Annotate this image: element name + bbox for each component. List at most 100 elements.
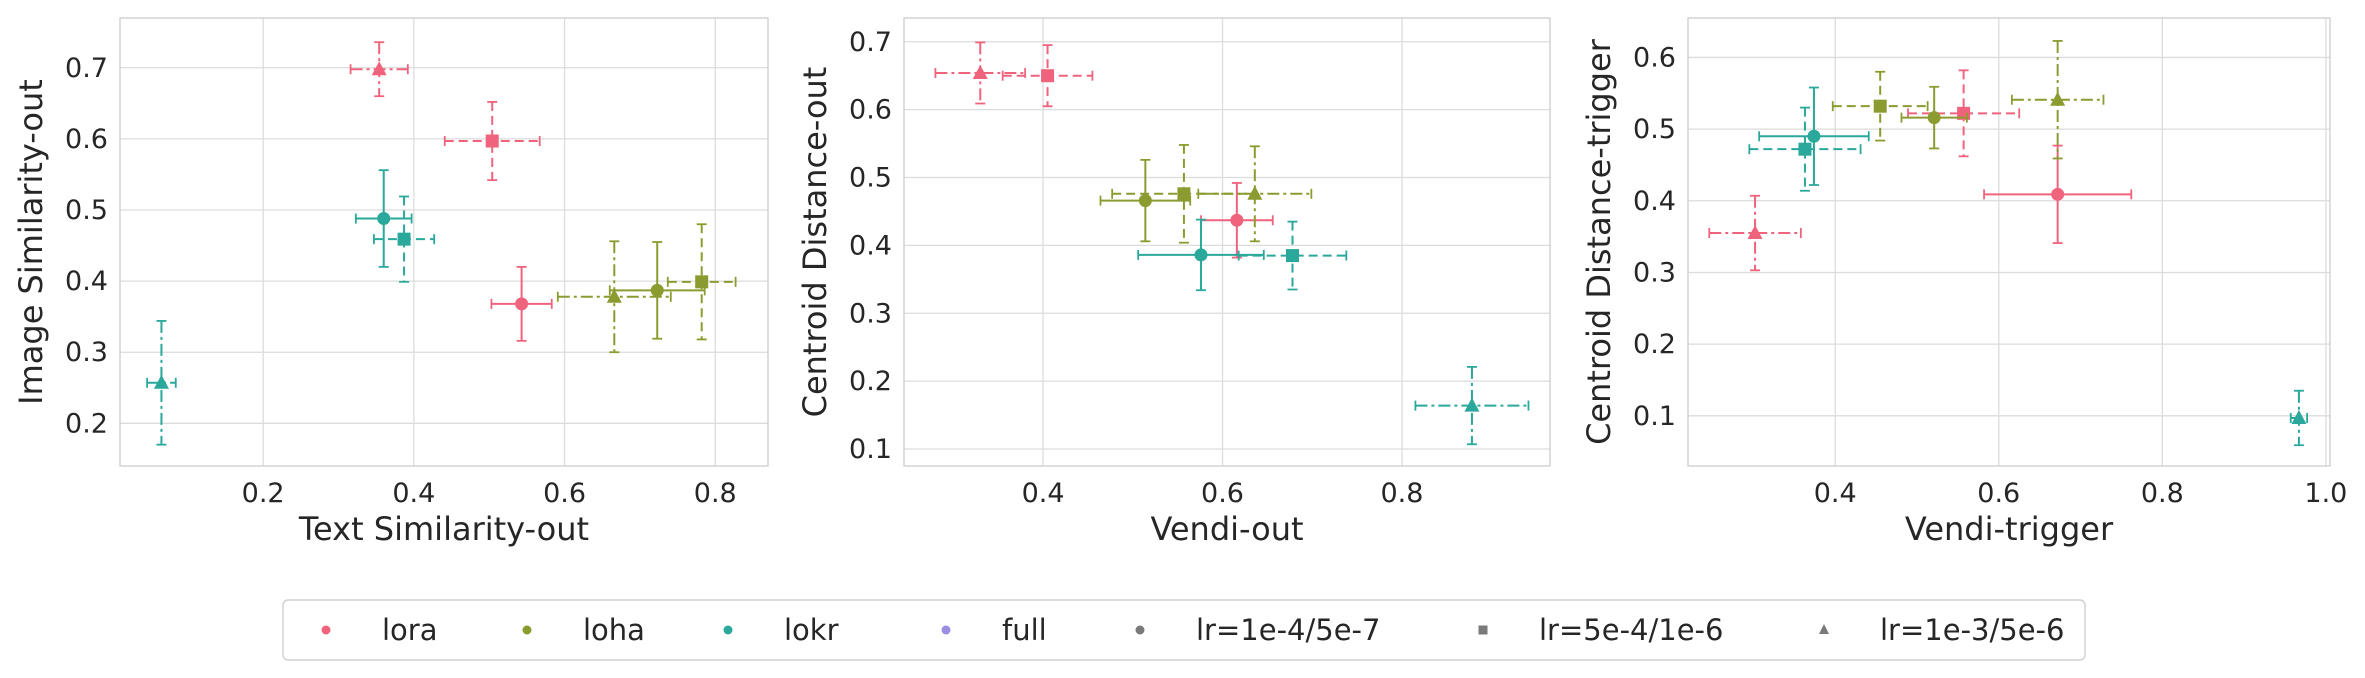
y-tick-label: 0.3 xyxy=(1633,257,1676,288)
data-marker xyxy=(397,232,411,246)
data-point-lora-lr1 xyxy=(1983,144,2133,244)
x-axis-label: Vendi-out xyxy=(1150,510,1303,548)
legend-label: lr=1e-4/5e-7 xyxy=(1196,613,1380,647)
legend-marker xyxy=(1819,624,1829,634)
y-tick-label: 0.3 xyxy=(65,337,108,368)
x-tick-label: 1.0 xyxy=(2304,478,2347,509)
data-point-lokr-lr2 xyxy=(1748,106,1862,192)
data-point-lora-lr1 xyxy=(1200,182,1274,259)
data-marker xyxy=(1285,249,1299,263)
y-axis-label: Centroid Distance-trigger xyxy=(1580,38,1618,445)
y-tick-label: 0.5 xyxy=(1633,114,1676,145)
data-point-lora-lr3 xyxy=(1708,194,1802,272)
data-marker xyxy=(2051,187,2065,201)
x-tick-label: 0.8 xyxy=(694,478,737,509)
data-marker xyxy=(153,374,169,389)
data-point-lora-lr2 xyxy=(1001,44,1094,108)
data-point-loha-lr2 xyxy=(1831,70,1929,142)
data-marker xyxy=(606,288,622,303)
legend-marker xyxy=(1478,625,1488,635)
legend: lora loha lokr full lr=1e-4/5e-7 lr=5e-4/1e-6… xyxy=(282,599,2086,661)
data-point-lora-lr2 xyxy=(1907,69,2021,158)
y-tick-label: 0.6 xyxy=(1633,42,1676,73)
x-axis-label: Vendi-trigger xyxy=(1905,510,2114,548)
data-marker xyxy=(1138,194,1152,208)
data-marker xyxy=(515,297,529,311)
data-marker xyxy=(695,275,709,289)
data-point-loha-lr1 xyxy=(1900,85,1968,150)
y-tick-label: 0.7 xyxy=(65,53,108,84)
data-point-lokr-lr2 xyxy=(1237,220,1348,291)
data-marker xyxy=(1230,213,1244,227)
data-marker xyxy=(1041,69,1055,83)
x-tick-label: 0.6 xyxy=(1977,478,2020,509)
y-tick-label: 0.5 xyxy=(849,163,892,194)
data-marker xyxy=(2291,409,2307,424)
legend-item-lokr: lokr xyxy=(723,613,839,647)
y-tick-label: 0.6 xyxy=(849,95,892,126)
y-tick-label: 0.6 xyxy=(65,124,108,155)
data-marker xyxy=(1798,142,1812,156)
legend-marker xyxy=(321,625,331,635)
y-tick-label: 0.4 xyxy=(849,230,892,261)
y-tick-label: 0.7 xyxy=(849,27,892,58)
data-point-lokr-lr3 xyxy=(2289,389,2309,447)
data-marker xyxy=(1177,187,1191,201)
y-tick-label: 0.2 xyxy=(65,408,108,439)
data-point-loha-lr2 xyxy=(666,223,737,341)
y-axis-label: Image Similarity-out xyxy=(12,79,50,405)
x-tick-label: 0.4 xyxy=(1022,478,1065,509)
legend-item-lora: lora xyxy=(321,613,438,647)
legend-item-lr3: lr=1e-3/5e-6 xyxy=(1819,613,2064,647)
legend-marker xyxy=(522,625,532,635)
data-point-lokr-lr3 xyxy=(146,320,177,446)
plot-frame xyxy=(903,17,1551,467)
data-marker xyxy=(1194,248,1208,262)
x-tick-label: 0.4 xyxy=(392,478,435,509)
legend-marker xyxy=(1135,625,1145,635)
data-point-lora-lr3 xyxy=(934,41,1027,105)
data-marker xyxy=(1247,185,1263,200)
data-marker xyxy=(371,61,387,76)
data-marker xyxy=(1747,225,1763,240)
x-tick-label: 0.6 xyxy=(1201,478,1244,509)
x-tick-label: 0.8 xyxy=(1380,478,1423,509)
data-marker xyxy=(972,64,988,79)
plot-frame xyxy=(119,17,769,467)
legend-label: lr=5e-4/1e-6 xyxy=(1539,613,1723,647)
data-point-loha-lr3 xyxy=(1197,145,1313,243)
legend-marker xyxy=(941,625,951,635)
data-marker xyxy=(2050,91,2066,106)
chart-panel-1: 0.2 0.4 0.6 0.8 0.2 0.3 0.4 0.5 0.6 0.7 Text Simil… xyxy=(12,17,769,548)
data-marker xyxy=(377,212,391,226)
data-marker xyxy=(1873,99,1887,113)
data-marker xyxy=(1464,397,1480,412)
y-tick-label: 0.3 xyxy=(849,298,892,329)
legend-label: lr=1e-3/5e-6 xyxy=(1880,613,2064,647)
data-point-loha-lr1 xyxy=(1099,158,1192,243)
data-point-loha-lr3 xyxy=(2010,40,2105,160)
legend-item-loha: loha xyxy=(522,613,645,647)
data-point-loha-lr1 xyxy=(608,241,706,340)
data-point-lokr-lr1 xyxy=(354,169,413,268)
data-point-lora-lr1 xyxy=(490,265,553,342)
data-marker xyxy=(485,134,499,148)
data-point-lora-lr2 xyxy=(443,101,541,182)
legend-item-full: full xyxy=(941,613,1047,647)
legend-item-lr2: lr=5e-4/1e-6 xyxy=(1478,613,1723,647)
legend-item-lr1: lr=1e-4/5e-7 xyxy=(1135,613,1380,647)
data-marker xyxy=(1807,129,1821,143)
data-point-lokr-lr2 xyxy=(373,195,436,283)
legend-label: loha xyxy=(583,613,645,647)
legend-label: lokr xyxy=(784,613,839,647)
x-axis-label: Text Similarity-out xyxy=(298,510,589,548)
data-marker xyxy=(650,283,664,297)
y-axis-label: Centroid Distance-out xyxy=(796,67,834,418)
data-point-loha-lr2 xyxy=(1111,144,1257,244)
y-tick-label: 0.2 xyxy=(849,366,892,397)
y-tick-label: 0.1 xyxy=(1633,401,1676,432)
data-marker xyxy=(1927,111,1941,125)
legend-label: full xyxy=(1002,613,1047,647)
data-point-lokr-lr1 xyxy=(1758,86,1870,186)
